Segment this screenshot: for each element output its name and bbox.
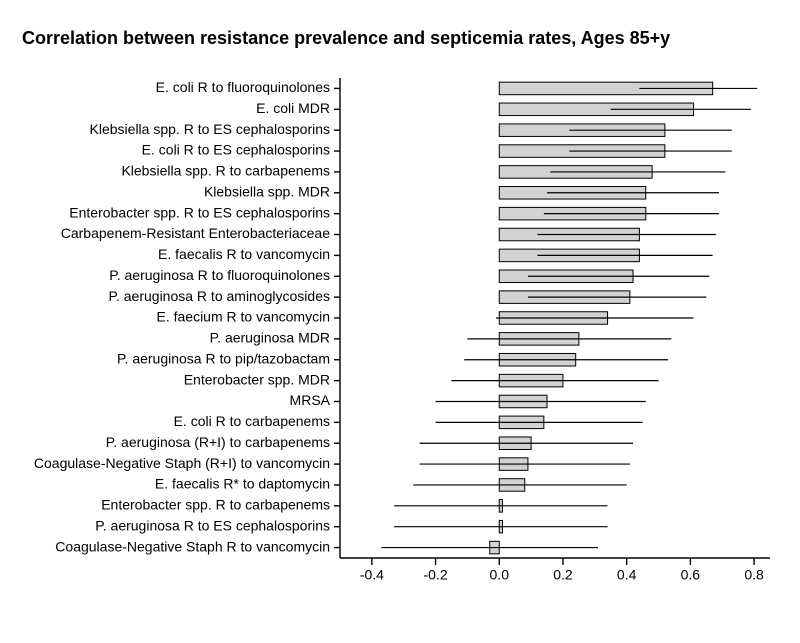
- y-axis-label: Enterobacter spp. R to ES cephalosporins: [69, 204, 330, 220]
- y-axis-label: P. aeruginosa R to fluoroquinolones: [109, 267, 330, 283]
- y-axis-label: P. aeruginosa R to ES cephalosporins: [95, 517, 330, 533]
- x-axis-label: 0.0: [490, 566, 510, 582]
- y-axis-label: Carbapenem-Resistant Enterobacteriaceae: [61, 225, 330, 241]
- y-axis-label: P. aeruginosa MDR: [210, 330, 330, 346]
- x-axis-label: -0.4: [360, 566, 384, 582]
- y-axis-label: E. coli R to ES cephalosporins: [142, 142, 330, 158]
- x-axis-label: 0.4: [617, 566, 637, 582]
- correlation-bar-chart: E. coli R to fluoroquinolones E. coli MDR…: [0, 0, 800, 643]
- y-axis-label: E. faecalis R to vancomycin: [158, 246, 330, 262]
- y-axis-label: Coagulase-Negative Staph (R+I) to vancom…: [34, 455, 330, 471]
- y-axis-label: MRSA: [290, 392, 331, 408]
- x-axis-label: 0.2: [553, 566, 573, 582]
- y-axis-label: Coagulase-Negative Staph R to vancomycin: [55, 538, 330, 554]
- y-axis-label: Enterobacter spp. R to carbapenems: [101, 497, 330, 513]
- y-axis-label: P. aeruginosa R to aminoglycosides: [108, 288, 330, 304]
- x-axis-label: 0.6: [681, 566, 701, 582]
- y-axis-label: Klebsiella spp. MDR: [204, 183, 330, 199]
- x-axis-label: -0.2: [423, 566, 447, 582]
- y-axis-label: E. faecium R to vancomycin: [156, 309, 330, 325]
- y-axis-label: Klebsiella spp. R to ES cephalosporins: [90, 121, 330, 137]
- y-axis-label: E. coli R to fluoroquinolones: [156, 79, 330, 95]
- y-axis-label: Enterobacter spp. MDR: [184, 371, 330, 387]
- x-axis-label: 0.8: [744, 566, 764, 582]
- y-axis-label: E. coli MDR: [256, 100, 330, 116]
- y-axis-label: E. coli R to carbapenems: [174, 413, 330, 429]
- y-axis-label: P. aeruginosa R to pip/tazobactam: [117, 350, 330, 366]
- y-axis-label: P. aeruginosa (R+I) to carbapenems: [106, 434, 330, 450]
- y-axis-label: E. faecalis R* to daptomycin: [155, 476, 330, 492]
- y-axis-label: Klebsiella spp. R to carbapenems: [121, 163, 330, 179]
